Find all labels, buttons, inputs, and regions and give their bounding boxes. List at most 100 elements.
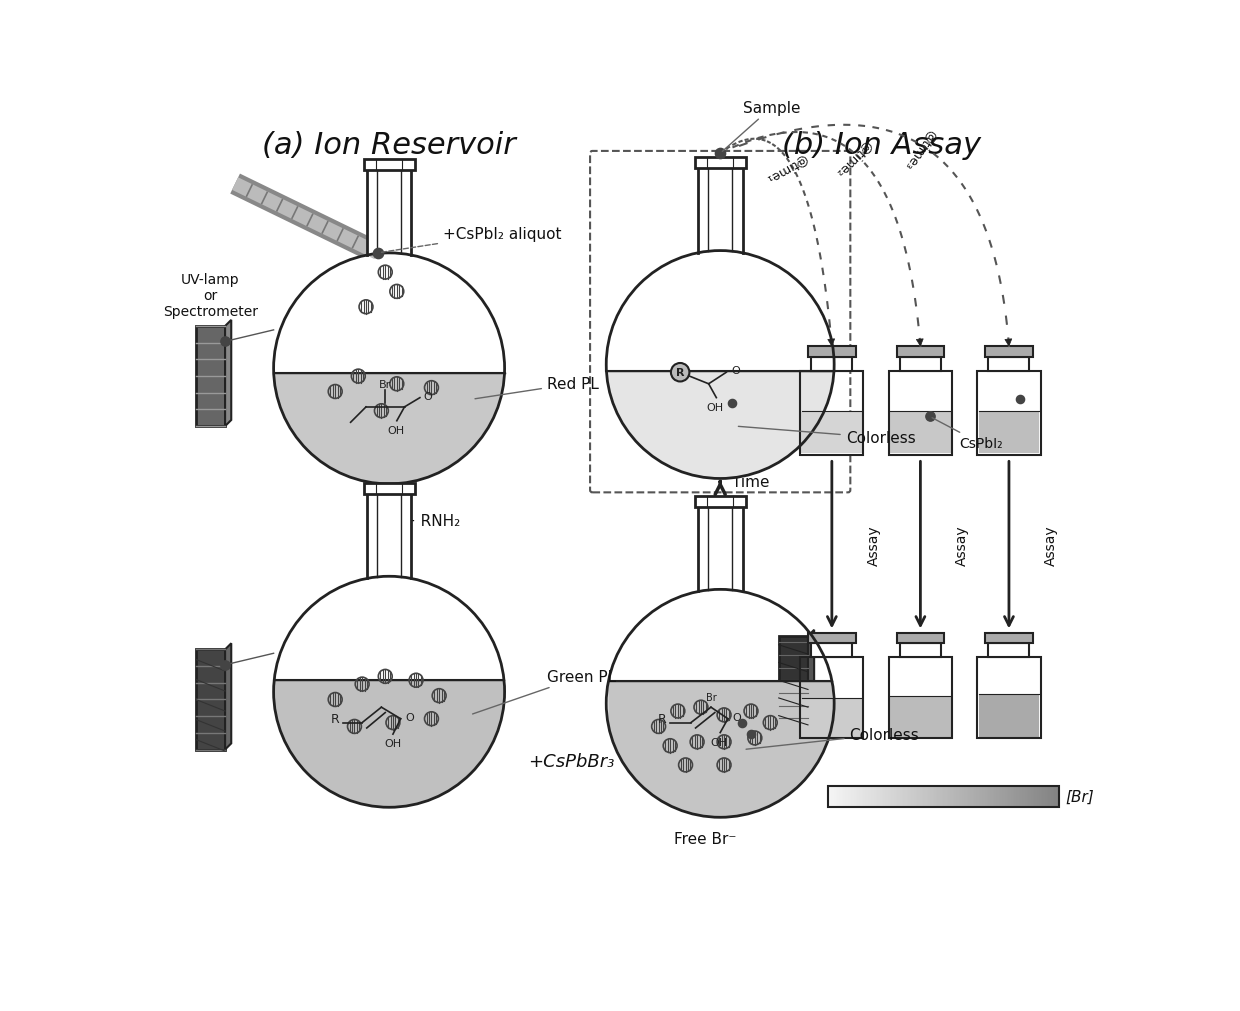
Bar <box>1012 786 1013 808</box>
Bar <box>921 786 924 808</box>
Point <box>722 395 742 411</box>
Circle shape <box>671 364 689 382</box>
Text: Br: Br <box>706 693 717 703</box>
Bar <box>957 786 960 808</box>
Bar <box>1034 786 1037 808</box>
Bar <box>1044 786 1045 808</box>
Bar <box>945 786 947 808</box>
Bar <box>899 786 901 808</box>
Bar <box>882 786 884 808</box>
Bar <box>1045 786 1048 808</box>
Bar <box>861 786 863 808</box>
Bar <box>1008 786 1011 808</box>
Polygon shape <box>694 158 745 169</box>
Bar <box>828 786 1059 808</box>
Bar <box>847 786 849 808</box>
Bar <box>897 633 944 644</box>
Text: O: O <box>733 713 742 723</box>
Text: +CsPbI₂ aliquot: +CsPbI₂ aliquot <box>381 226 562 253</box>
Bar <box>951 786 954 808</box>
Bar <box>1006 786 1007 808</box>
Bar <box>800 372 863 455</box>
Bar <box>867 786 869 808</box>
Bar <box>892 786 894 808</box>
Polygon shape <box>808 630 815 725</box>
Bar <box>940 786 942 808</box>
Polygon shape <box>916 340 924 347</box>
Bar <box>1009 786 1012 808</box>
Bar <box>1017 786 1019 808</box>
Circle shape <box>274 576 505 808</box>
Point <box>216 657 236 673</box>
Bar <box>890 412 951 454</box>
Bar <box>887 786 889 808</box>
Text: +CsPbBr₃: +CsPbBr₃ <box>528 752 614 770</box>
Bar <box>928 786 930 808</box>
Bar <box>910 786 911 808</box>
Bar <box>856 786 858 808</box>
Point <box>711 146 730 162</box>
Bar <box>936 786 939 808</box>
Bar <box>1027 786 1029 808</box>
Bar <box>853 786 854 808</box>
Bar <box>842 786 844 808</box>
Bar <box>982 786 985 808</box>
Bar <box>911 786 914 808</box>
Bar <box>965 786 967 808</box>
Bar <box>944 786 946 808</box>
Bar <box>862 786 864 808</box>
Polygon shape <box>698 169 743 254</box>
Bar <box>946 786 949 808</box>
Bar <box>916 786 918 808</box>
Bar <box>950 786 952 808</box>
Bar <box>811 644 852 657</box>
Circle shape <box>606 589 835 818</box>
Bar <box>837 786 839 808</box>
Bar <box>1058 786 1060 808</box>
Bar <box>977 372 1040 455</box>
Bar <box>968 786 971 808</box>
Text: UV-lamp
or
Spectrometer: UV-lamp or Spectrometer <box>162 273 258 319</box>
Bar <box>844 786 847 808</box>
Bar <box>888 786 890 808</box>
Bar <box>971 786 973 808</box>
Bar <box>914 786 916 808</box>
Bar <box>859 786 861 808</box>
Point <box>742 726 761 742</box>
Bar <box>932 786 935 808</box>
Text: Assay: Assay <box>955 525 968 566</box>
Bar <box>993 786 994 808</box>
Bar <box>889 657 952 738</box>
Text: [Br]: [Br] <box>1065 790 1094 804</box>
Bar <box>897 347 944 358</box>
Bar <box>857 786 859 808</box>
Bar <box>898 786 899 808</box>
Text: OH: OH <box>384 739 402 748</box>
Bar <box>975 786 977 808</box>
Bar <box>931 786 934 808</box>
Bar <box>779 636 808 725</box>
Polygon shape <box>274 680 503 808</box>
Bar <box>849 786 852 808</box>
Bar <box>1048 786 1050 808</box>
Bar <box>873 786 875 808</box>
Bar <box>1014 786 1017 808</box>
Polygon shape <box>367 171 412 256</box>
Point <box>920 408 940 425</box>
Bar <box>1001 786 1003 808</box>
Bar <box>961 786 962 808</box>
Bar <box>977 657 1040 738</box>
Bar <box>900 644 941 657</box>
Polygon shape <box>226 644 231 750</box>
Bar <box>976 786 978 808</box>
Bar <box>1039 786 1042 808</box>
Text: Time: Time <box>732 474 769 489</box>
Bar <box>1002 786 1004 808</box>
Circle shape <box>274 254 505 484</box>
Bar <box>901 786 904 808</box>
Polygon shape <box>226 320 231 427</box>
Bar <box>978 786 981 808</box>
Bar <box>959 786 961 808</box>
Polygon shape <box>609 680 832 818</box>
Bar <box>854 786 857 808</box>
